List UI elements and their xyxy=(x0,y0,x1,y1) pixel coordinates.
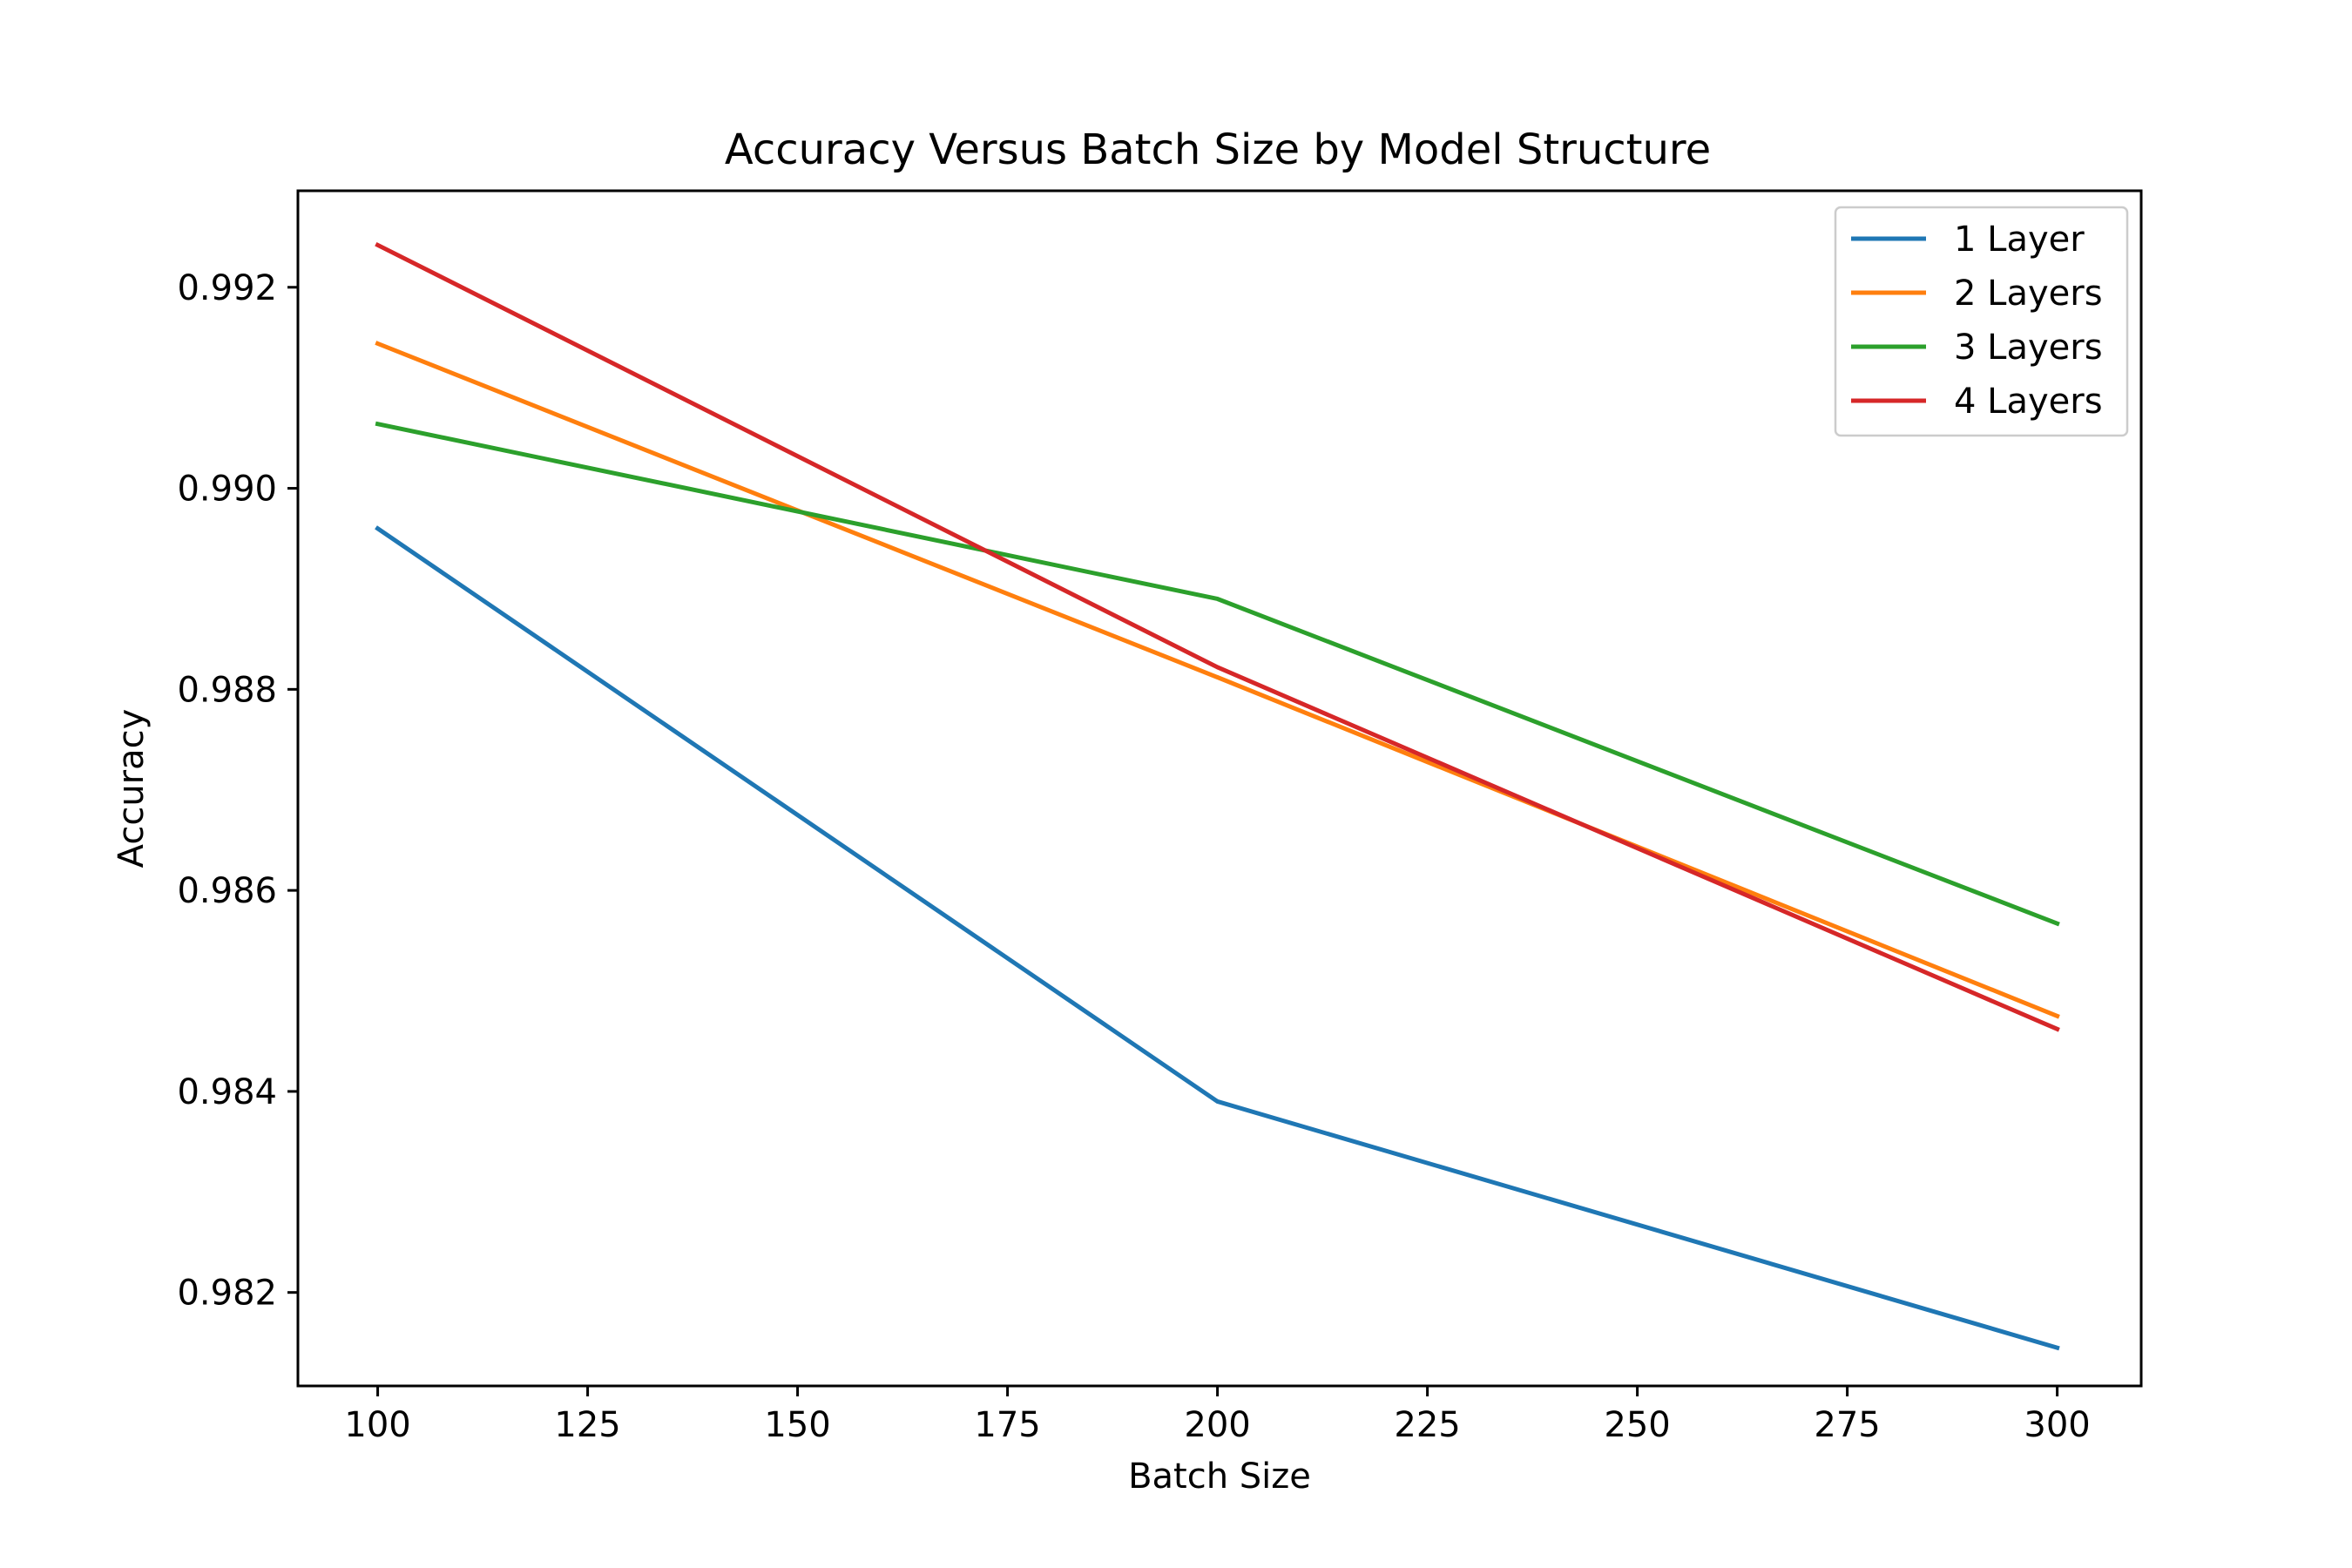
legend-label-4-layers: 4 Layers xyxy=(1954,382,2103,422)
x-axis: 100 125 150 175 200 225 250 275 300 xyxy=(344,1386,2091,1445)
y-tick-label: 0.990 xyxy=(177,470,277,510)
x-axis-label: Batch Size xyxy=(1128,1456,1311,1497)
x-tick-label: 200 xyxy=(1184,1405,1250,1445)
x-tick-label: 300 xyxy=(2024,1405,2090,1445)
y-tick-label: 0.982 xyxy=(177,1274,277,1314)
x-tick-label: 175 xyxy=(974,1405,1040,1445)
series-line-1-layer xyxy=(375,525,2060,1351)
y-tick-label: 0.992 xyxy=(177,268,277,308)
legend-label-1-layer: 1 Layer xyxy=(1954,220,2085,260)
y-axis: 0.982 0.984 0.986 0.988 0.990 0.992 xyxy=(177,268,298,1314)
x-tick-label: 225 xyxy=(1394,1405,1460,1445)
x-tick-label: 100 xyxy=(344,1405,410,1445)
x-tick-label: 150 xyxy=(764,1405,830,1445)
axes-frame xyxy=(296,189,2143,1388)
x-tick-label: 250 xyxy=(1604,1405,1670,1445)
y-tick-label: 0.986 xyxy=(177,871,277,911)
legend: 1 Layer 2 Layers 3 Layers 4 Layers xyxy=(1834,206,2129,437)
series-line-4-layers xyxy=(375,241,2060,1032)
chart-title: Accuracy Versus Batch Size by Model Stru… xyxy=(725,125,1711,174)
legend-label-3-layers: 3 Layers xyxy=(1954,328,2103,368)
legend-label-2-layers: 2 Layers xyxy=(1954,274,2103,314)
series-line-3-layers xyxy=(375,421,2060,927)
y-axis-label: Accuracy xyxy=(112,709,152,868)
y-tick-label: 0.984 xyxy=(177,1072,277,1112)
y-tick-label: 0.988 xyxy=(177,670,277,710)
legend-box xyxy=(1834,206,2129,437)
series-line-2-layers xyxy=(375,341,2060,1019)
x-tick-label: 125 xyxy=(554,1405,620,1445)
x-tick-label: 275 xyxy=(1814,1405,1880,1445)
plot-area xyxy=(375,241,2060,1351)
